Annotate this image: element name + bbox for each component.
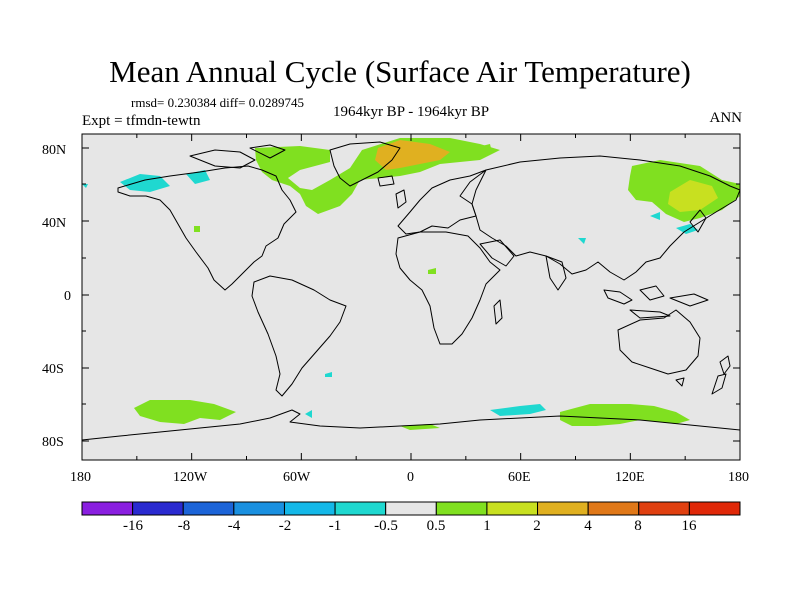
coast-australia (617, 309, 701, 375)
colorbar-label: -4 (227, 518, 241, 534)
colorbar-box (283, 501, 336, 516)
anomaly-greenland-warm (375, 140, 450, 170)
x-tick-label: 180 (70, 470, 91, 485)
season-label: ANN (709, 110, 743, 126)
colorbar-box (81, 501, 134, 516)
y-tick-label: 80S (42, 435, 64, 450)
stats-text: rmsd= 0.230384 diff= 0.0289745 (131, 95, 304, 110)
x-tick-label: 180 (728, 470, 749, 485)
colorbar-label: 1 (483, 518, 491, 534)
x-tick-label: 120E (615, 470, 645, 485)
colorbar-box (587, 501, 640, 516)
coast-africa (395, 231, 501, 345)
colorbar-label: 4 (584, 518, 592, 534)
colorbar-label: 8 (634, 518, 642, 534)
experiment-label: Expt = tfmdn-tewtn (82, 113, 201, 129)
colorbar-box (132, 501, 184, 516)
coastlines (81, 141, 741, 441)
colorbar-box (233, 501, 285, 516)
period-label: 1964kyr BP - 1964kyr BP (332, 104, 490, 120)
colorbar-label: 0.5 (426, 518, 446, 534)
colorbar-label: -8 (177, 518, 191, 534)
colorbar-label: -16 (123, 518, 143, 534)
x-tick-label: 0 (407, 470, 414, 485)
anomaly-northeast-asia-core (668, 180, 718, 212)
x-tick-label: 120W (173, 470, 208, 485)
x-tick-label: 60W (283, 470, 311, 485)
colorbar-box (385, 501, 437, 516)
colorbar-label: -1 (328, 518, 342, 534)
colorbar-label: 16 (681, 518, 697, 534)
anomaly-southern-ocean-cool (490, 404, 546, 416)
colorbar-label: -2 (278, 518, 292, 534)
coast-north-america (117, 165, 297, 291)
y-tick-label: 0 (64, 289, 71, 304)
colorbar-box (182, 501, 235, 516)
colorbar-box (688, 501, 741, 516)
colorbar-label: -0.5 (374, 518, 398, 534)
colorbar-box (334, 501, 387, 516)
x-tick-label: 60E (508, 470, 531, 485)
colorbar-box (435, 501, 488, 516)
colorbar-box (537, 501, 589, 516)
colorbar (81, 501, 741, 516)
colorbar-box (486, 501, 539, 516)
axis-ticks (81, 134, 741, 460)
anomaly-antarctica-indian (560, 404, 690, 426)
coast-europe (397, 169, 487, 235)
coast-greenland (329, 141, 401, 187)
colorbar-label: 2 (533, 518, 541, 534)
colorbar-box (638, 501, 690, 516)
y-tick-label: 40N (42, 216, 67, 231)
coast-south-america (251, 275, 347, 397)
y-tick-label: 40S (42, 362, 64, 377)
anomaly-antarctica-pacific (134, 400, 236, 424)
coast-antarctica (81, 409, 741, 441)
y-tick-label: 80N (42, 143, 67, 158)
plot-title: Mean Annual Cycle (Surface Air Temperatu… (109, 54, 691, 89)
